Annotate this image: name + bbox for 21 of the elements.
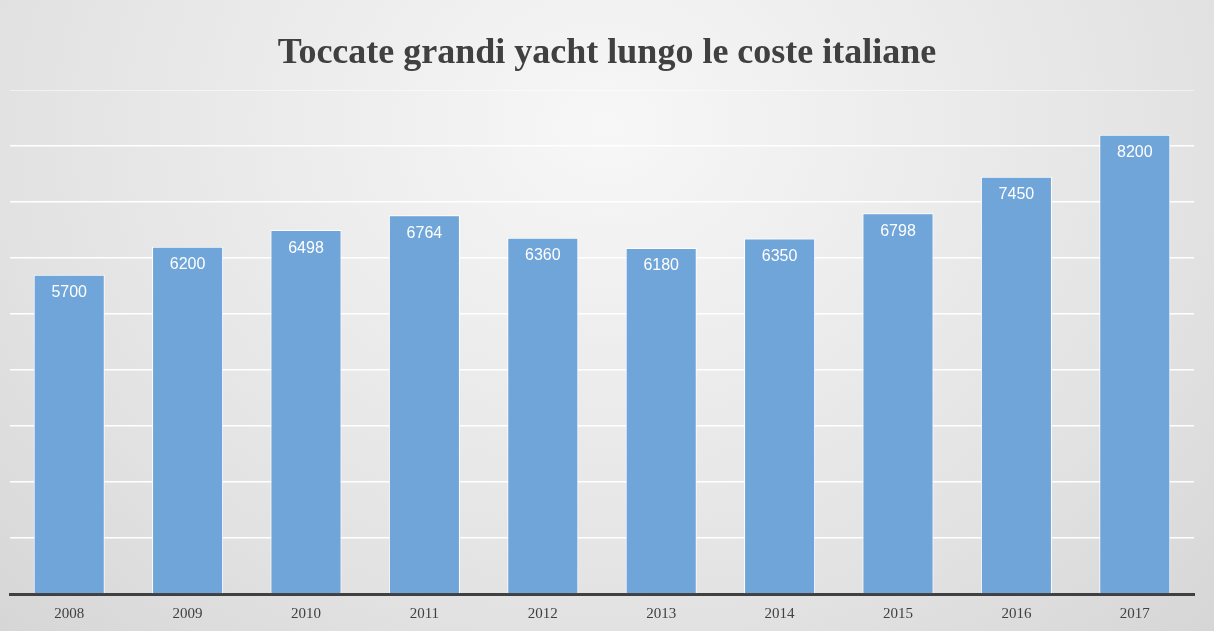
data-label: 6350	[761, 246, 798, 264]
x-tick-label: 2016	[1001, 604, 1032, 621]
data-label: 6180	[643, 256, 680, 274]
data-label: 6498	[288, 238, 324, 256]
x-tick-label: 2011	[409, 604, 440, 621]
data-label: 5700	[51, 283, 88, 301]
chart-title: Toccate grandi yacht lungo le coste italiane	[276, 30, 938, 72]
x-tick-label: 2013	[646, 604, 677, 621]
data-label: 6764	[406, 223, 443, 241]
x-tick-label: 2009	[172, 604, 203, 621]
x-tick-label: 2014	[764, 604, 796, 621]
x-tick-label: 2008	[54, 604, 85, 621]
x-tick-label: 2010	[291, 604, 321, 621]
data-label: 7450	[998, 185, 1035, 203]
data-label: 6200	[169, 255, 206, 273]
data-label: 6360	[525, 246, 561, 264]
x-tick-label: 2017	[1119, 604, 1151, 621]
data-label: 6798	[880, 221, 916, 239]
data-label: 8200	[1117, 143, 1153, 161]
x-tick-label: 2012	[527, 604, 558, 621]
x-tick-label: 2015	[883, 604, 913, 621]
